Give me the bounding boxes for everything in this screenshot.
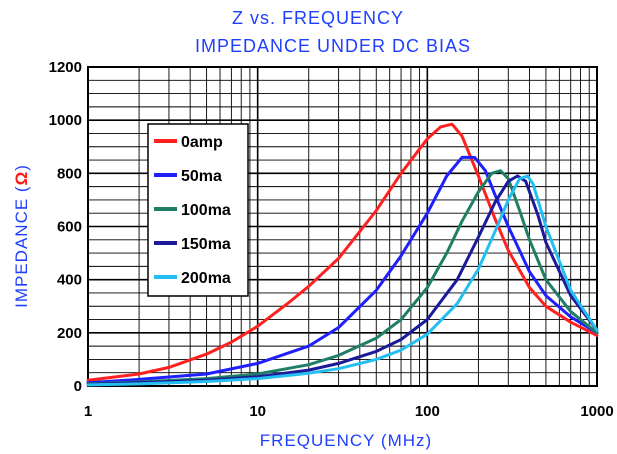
grid	[87, 66, 597, 387]
x-tick-label: 100	[415, 403, 440, 420]
plot-frame	[87, 66, 598, 387]
y-tick-label: 200	[57, 325, 82, 342]
series-line-100ma	[86, 169, 599, 386]
series-lines	[86, 122, 599, 387]
y-axis-ticks: 0 200 400 600 800 1000 1200	[49, 59, 82, 395]
y-tick-label: 400	[57, 272, 82, 289]
y-tick-label: 0	[74, 378, 82, 395]
legend-label: 150ma	[181, 236, 231, 253]
series-line-200ma	[86, 174, 599, 387]
series-line-150ma	[86, 174, 599, 386]
series-line-50ma	[86, 155, 599, 385]
x-axis-label: FREQUENCY (MHz)	[260, 431, 432, 450]
y-axis-label-prefix: IMPEDANCE (	[12, 185, 31, 307]
legend-label: 0amp	[181, 134, 223, 151]
y-axis-label: IMPEDANCE (Ω)	[12, 164, 31, 308]
legend-label: 100ma	[181, 202, 231, 219]
chart-subtitle: IMPEDANCE UNDER DC BIAS	[195, 36, 471, 56]
x-axis-ticks: 1 10 100 1000	[84, 403, 614, 420]
x-tick-label: 1	[84, 403, 92, 420]
x-tick-label: 10	[249, 403, 266, 420]
legend-label: 200ma	[181, 270, 231, 287]
y-tick-label: 1000	[49, 112, 82, 129]
legend: 0amp 50ma 100ma 150ma 200ma	[147, 123, 249, 297]
chart-title: Z vs. FREQUENCY	[232, 8, 404, 28]
y-tick-label: 800	[57, 165, 82, 182]
series-line-0amp	[86, 122, 599, 382]
x-tick-label: 1000	[580, 403, 613, 420]
y-tick-label: 600	[57, 219, 82, 236]
legend-label: 50ma	[181, 168, 222, 185]
y-tick-label: 1200	[49, 59, 82, 76]
y-axis-label-symbol: Ω	[12, 171, 31, 186]
y-axis-label-suffix: )	[12, 164, 31, 171]
